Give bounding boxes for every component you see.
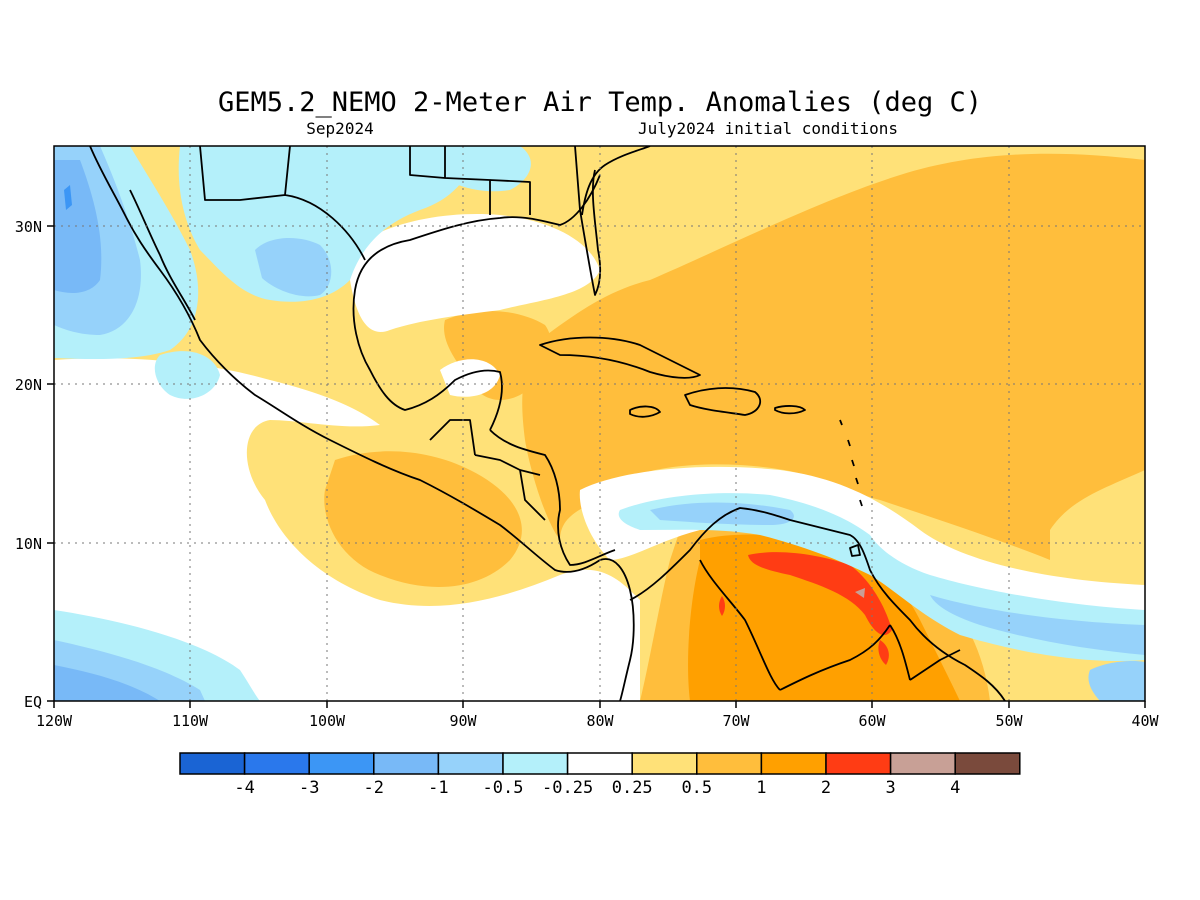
coastline-gulf-mexico xyxy=(352,174,601,431)
coastline-hispaniola xyxy=(684,387,762,416)
lat-tick-labels: EQ 10N 20N 30N xyxy=(15,218,42,711)
valid-month-label: Sep2024 xyxy=(306,119,373,138)
colorbar-label: 2 xyxy=(821,778,831,798)
anomaly-region-samerica-hot xyxy=(688,534,960,701)
anomaly-region-pacific-sw-coldest xyxy=(54,665,160,701)
colorbar-label: 3 xyxy=(885,778,895,798)
colorbar xyxy=(179,752,1021,775)
lat-tick-label: EQ xyxy=(24,693,42,711)
map-grid xyxy=(54,146,1145,701)
init-conditions-label: July2024 initial conditions xyxy=(638,119,898,138)
lat-tick-label: 30N xyxy=(15,218,42,236)
coastline-cuba xyxy=(539,336,701,379)
lat-tick-label: 10N xyxy=(15,535,42,553)
anomaly-region-samerica-extreme xyxy=(748,552,892,635)
lon-tick-label: 100W xyxy=(309,712,346,730)
anomaly-region-atlantic-colder-2 xyxy=(1088,660,1145,701)
anomaly-region-pacific-warm xyxy=(324,451,522,587)
colorbar-labels: -4 -3 -2 -1 -0.5 -0.25 0.25 0.5 1 2 3 4 xyxy=(234,778,960,798)
colorbar-label: -4 xyxy=(234,778,254,798)
lon-tick-label: 40W xyxy=(1131,712,1159,730)
colorbar-label: 4 xyxy=(950,778,960,798)
coastline-puerto-rico xyxy=(774,405,806,415)
anomaly-region-samerica-extreme-3 xyxy=(719,596,725,616)
coastline-jamaica xyxy=(629,405,661,418)
coastline-us-east xyxy=(581,146,651,216)
anomaly-region-caribbean-colder xyxy=(650,502,794,525)
colorbar-label: -0.25 xyxy=(542,778,593,798)
anomaly-region-eastpac-neutral xyxy=(54,358,640,701)
anomaly-region-gulf-neutral xyxy=(350,214,600,332)
coastline-trinidad xyxy=(849,544,861,557)
anomaly-region-atlantic-colder xyxy=(930,595,1145,655)
coastline-baja xyxy=(129,189,196,321)
colorbar-label: -3 xyxy=(299,778,319,798)
colorbar-swatch xyxy=(308,752,375,775)
coastline-central-america xyxy=(489,429,616,566)
lon-tick-label: 120W xyxy=(36,712,73,730)
lon-tick-label: 60W xyxy=(858,712,886,730)
anomaly-region-samerica-extreme-2 xyxy=(878,640,889,665)
anomaly-region-atlantic-warm xyxy=(522,153,1145,560)
coastline-lesser-antilles xyxy=(839,419,863,507)
lat-tick-label: 20N xyxy=(15,376,42,394)
colorbar-swatch xyxy=(954,752,1021,775)
border-south-america xyxy=(699,559,961,691)
colorbar-swatch xyxy=(243,752,310,775)
coastlines xyxy=(89,146,1006,701)
colorbar-label: 1 xyxy=(756,778,766,798)
coastline-florida xyxy=(574,146,602,296)
coastline-south-america-north xyxy=(629,507,1006,701)
lon-tick-label: 90W xyxy=(449,712,477,730)
lon-axis xyxy=(53,701,1146,708)
lon-tick-label: 80W xyxy=(586,712,614,730)
anomaly-region-yucatan-neutral xyxy=(440,359,500,397)
lon-tick-label: 110W xyxy=(172,712,209,730)
lon-tick-labels: 120W 110W 100W 90W 80W 70W 60W 50W 40W xyxy=(36,712,1160,730)
colorbar-label: 0.5 xyxy=(681,778,712,798)
border-central-america xyxy=(429,419,546,521)
border-us-mexico xyxy=(199,146,366,261)
colorbar-swatch xyxy=(566,752,633,775)
colorbar-swatch xyxy=(760,752,827,775)
colorbar-label: 0.25 xyxy=(612,778,653,798)
colorbar-swatch xyxy=(502,752,569,775)
colorbar-swatch xyxy=(179,752,246,775)
colorbar-swatch xyxy=(631,752,698,775)
lon-tick-label: 50W xyxy=(995,712,1023,730)
colorbar-label: -0.5 xyxy=(483,778,524,798)
colorbar-label: -1 xyxy=(428,778,448,798)
anomaly-region-small-blue xyxy=(64,185,72,210)
colorbar-swatch xyxy=(373,752,440,775)
border-us-states xyxy=(409,146,531,215)
lat-axis xyxy=(47,225,54,702)
anomaly-region-mexico-cool xyxy=(178,146,481,302)
anomaly-region-mexico-colder xyxy=(255,238,332,297)
anomaly-region-samerica-highest xyxy=(855,588,865,598)
map-field xyxy=(54,146,1145,701)
colorbar-swatch xyxy=(696,752,763,775)
colorbar-label: -2 xyxy=(364,778,384,798)
anomaly-region-pacific-small-cool xyxy=(154,351,220,399)
figure-title: GEM5.2_NEMO 2-Meter Air Temp. Anomalies … xyxy=(218,87,982,118)
colorbar-swatch xyxy=(889,752,956,775)
coastline-north-america-west xyxy=(89,146,635,701)
colorbar-swatch xyxy=(437,752,504,775)
lon-tick-label: 70W xyxy=(722,712,750,730)
colorbar-swatch xyxy=(825,752,892,775)
